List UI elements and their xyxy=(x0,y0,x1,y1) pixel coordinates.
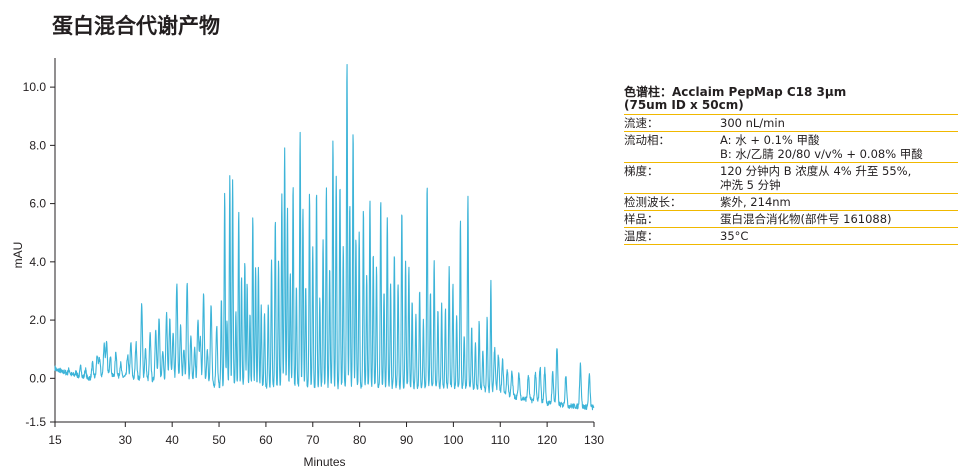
info-row-gradient: 梯度： 120 分钟内 B 浓度从 4% 升至 55%, 冲洗 5 分钟 xyxy=(624,162,958,193)
x-tick-label: 80 xyxy=(353,433,367,447)
info-label: 流动相： xyxy=(624,133,670,147)
x-tick-label: 100 xyxy=(443,433,463,447)
y-axis-title: mAU xyxy=(11,242,25,269)
y-tick-label: 0.0 xyxy=(29,371,46,385)
info-label: 梯度： xyxy=(624,164,659,178)
x-tick-label: 130 xyxy=(584,433,604,447)
x-axis-title: Minutes xyxy=(303,455,345,469)
info-row-temperature: 温度： 35°C xyxy=(624,227,958,245)
x-tick-label: 60 xyxy=(259,433,273,447)
y-tick-label: -1.5 xyxy=(25,415,46,429)
page-title: 蛋白混合代谢产物 xyxy=(52,14,220,38)
info-value-line: 300 nL/min xyxy=(720,116,785,130)
info-value-line: 紫外, 214nm xyxy=(720,195,791,209)
info-value-line: 120 分钟内 B 浓度从 4% 升至 55%, xyxy=(720,164,912,178)
x-tick-label: 30 xyxy=(119,433,133,447)
y-tick-label: 4.0 xyxy=(29,255,46,269)
info-value: 紫外, 214nm xyxy=(720,195,958,209)
info-value: 蛋白混合消化物(部件号 161088) xyxy=(720,212,958,226)
chart-labels: 15 30 40 50 60 70 80 90 100 110 120 130 -1.5 0.0 2.0 4.… xyxy=(11,80,604,469)
info-value-line: B: 水/乙腈 20/80 v/v% + 0.08% 甲酸 xyxy=(720,147,923,161)
chromatogram-line xyxy=(54,63,595,411)
info-label: 温度： xyxy=(624,229,659,243)
info-row-detection: 检测波长： 紫外, 214nm xyxy=(624,193,958,210)
x-tick-label: 70 xyxy=(306,433,320,447)
y-tick-label: 8.0 xyxy=(29,138,46,152)
x-tick-label: 90 xyxy=(400,433,414,447)
info-label: 流速： xyxy=(624,116,659,130)
x-tick-label: 50 xyxy=(212,433,226,447)
chromatogram-chart: 15 30 40 50 60 70 80 90 100 110 120 130 -1.5 0.0 2.0 4.… xyxy=(11,58,604,469)
info-row-sample: 样品： 蛋白混合消化物(部件号 161088) xyxy=(624,210,958,227)
info-label: 检测波长： xyxy=(624,195,682,209)
column-title-line: (75um ID x 50cm) xyxy=(624,98,744,112)
info-value-line: A: 水 + 0.1% 甲酸 xyxy=(720,133,820,147)
chart-axes xyxy=(50,58,595,427)
info-label: 样品： xyxy=(624,212,659,226)
info-row-mobile-phase: 流动相： A: 水 + 0.1% 甲酸 B: 水/乙腈 20/80 v/v% +… xyxy=(624,131,958,162)
info-value-line: 35°C xyxy=(720,229,749,243)
method-info-panel: 色谱柱：Acclaim PepMap C18 3μm (75um ID x 50… xyxy=(624,86,958,245)
column-title-line: 色谱柱：Acclaim PepMap C18 3μm xyxy=(624,85,847,99)
y-tick-label: 10.0 xyxy=(23,80,47,94)
y-tick-label: 6.0 xyxy=(29,197,46,211)
column-title: 色谱柱：Acclaim PepMap C18 3μm (75um ID x 50… xyxy=(624,86,958,112)
info-value-line: 蛋白混合消化物(部件号 161088) xyxy=(720,212,892,226)
x-tick-label: 110 xyxy=(491,433,510,447)
y-tick-label: 2.0 xyxy=(29,313,46,327)
info-value: 35°C xyxy=(720,229,958,243)
info-value: A: 水 + 0.1% 甲酸 B: 水/乙腈 20/80 v/v% + 0.08… xyxy=(720,133,958,161)
x-tick-label: 120 xyxy=(537,433,557,447)
x-tick-label: 40 xyxy=(165,433,179,447)
info-row-flow-rate: 流速： 300 nL/min xyxy=(624,114,958,131)
info-value-line: 冲洗 5 分钟 xyxy=(720,178,781,192)
info-value: 300 nL/min xyxy=(720,116,958,130)
x-tick-label: 15 xyxy=(48,433,62,447)
chromatogram-trace xyxy=(54,63,595,411)
info-value: 120 分钟内 B 浓度从 4% 升至 55%, 冲洗 5 分钟 xyxy=(720,164,958,192)
